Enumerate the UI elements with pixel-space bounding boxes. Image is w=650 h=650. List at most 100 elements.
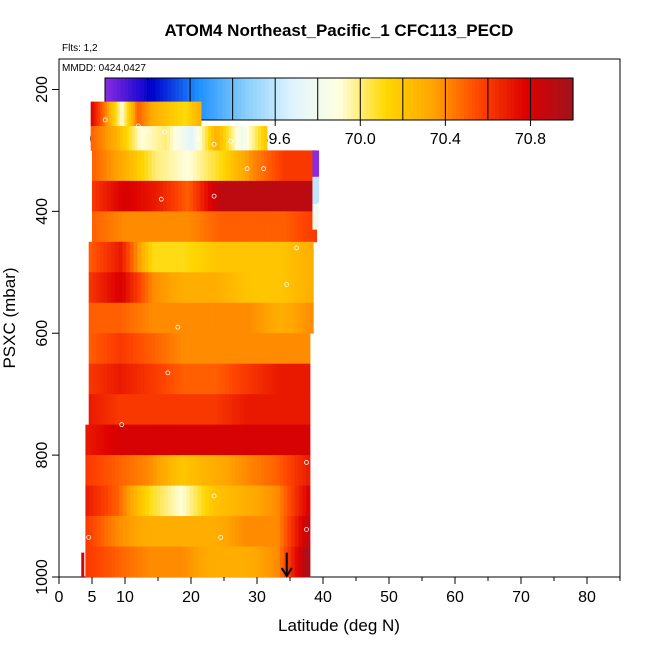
heatmap-cell	[96, 424, 101, 456]
heatmap-cell	[162, 101, 165, 127]
colorbar-segment	[147, 78, 153, 120]
heatmap-cell	[245, 302, 251, 334]
heatmap-cell	[205, 424, 210, 456]
heatmap-cell	[158, 394, 163, 426]
heatmap-cell	[185, 302, 191, 334]
heatmap-cell	[160, 455, 165, 486]
heatmap-cell	[204, 302, 209, 334]
colorbar-segment	[116, 78, 122, 120]
heatmap-cell	[204, 180, 209, 212]
heatmap-cell	[305, 302, 310, 334]
heatmap-cell	[89, 485, 94, 517]
heatmap-cell	[261, 363, 267, 395]
heatmap-cell	[163, 302, 168, 334]
heatmap-cell	[123, 101, 127, 127]
heatmap-cell	[257, 546, 262, 578]
heatmap-cell	[170, 241, 176, 273]
heatmap-cell	[276, 363, 281, 395]
heatmap-cell	[291, 363, 296, 395]
heatmap-cell	[134, 455, 139, 486]
heatmap-cell	[184, 126, 189, 151]
heatmap-cell	[267, 150, 273, 182]
sample-point	[294, 245, 300, 251]
heatmap-cell	[96, 455, 101, 486]
heatmap-cell	[172, 126, 177, 151]
heatmap-cell	[170, 150, 175, 182]
heatmap-cell	[213, 333, 219, 365]
heatmap-cell	[161, 126, 165, 151]
heatmap-cell	[153, 101, 156, 127]
heatmap-cell	[104, 485, 109, 517]
heatmap-cell	[103, 241, 108, 273]
heatmap-cell	[223, 302, 228, 334]
heatmap-cell	[111, 546, 116, 578]
heatmap-cell	[175, 424, 180, 456]
heatmap-cell	[111, 455, 116, 486]
heatmap-cell	[222, 211, 228, 243]
heatmap-cell	[175, 485, 180, 517]
heatmap-cell	[241, 150, 246, 182]
heatmap-cell	[297, 150, 303, 182]
heatmap-cell	[115, 485, 120, 517]
colorbar-segment	[456, 78, 461, 120]
heatmap-cell	[118, 394, 123, 426]
heatmap-cell	[126, 424, 131, 456]
colorbar-segment	[374, 78, 379, 120]
heatmap-cell	[177, 394, 182, 426]
heatmap-cell	[230, 302, 236, 334]
heatmap-cell	[193, 485, 199, 517]
heatmap-cell	[298, 241, 303, 273]
colorbar-segment	[225, 78, 231, 120]
heatmap-cell	[258, 363, 263, 395]
heatmap-cell	[216, 546, 221, 578]
heatmap-cell	[215, 241, 221, 273]
colorbar-segment	[440, 78, 445, 120]
heatmap-cell	[96, 302, 101, 334]
colorbar-segment	[553, 78, 558, 120]
heatmap-cell	[110, 394, 116, 426]
heatmap-cell	[306, 394, 311, 426]
heatmap-cell	[96, 546, 101, 578]
heatmap-cell	[220, 485, 225, 517]
heatmap-cell	[125, 150, 130, 182]
heatmap-cell	[312, 176, 320, 204]
heatmap-cell	[196, 211, 202, 243]
heatmap-cell	[125, 211, 130, 243]
heatmap-cell	[294, 272, 299, 304]
heatmap-cell	[231, 424, 236, 456]
heatmap-cell	[242, 272, 247, 304]
heatmap-cell	[212, 516, 217, 547]
heatmap-cell	[227, 272, 232, 304]
heatmap-cell	[258, 126, 262, 151]
colorbar-segment	[249, 78, 254, 120]
heatmap-cell	[144, 150, 149, 182]
heatmap-cell	[217, 394, 222, 426]
heatmap-cell	[216, 126, 221, 151]
heatmap-cell	[216, 455, 221, 486]
heatmap-cell	[178, 150, 183, 182]
heatmap-cell	[305, 211, 310, 243]
heatmap-cell	[96, 241, 101, 273]
heatmap-cell	[216, 516, 221, 547]
heatmap-cell	[276, 546, 281, 578]
heatmap-cell	[132, 101, 136, 127]
heatmap-cell	[133, 211, 138, 243]
colorbar-segment	[284, 78, 289, 120]
heatmap-cell	[291, 546, 296, 578]
heatmap-cell	[169, 363, 175, 395]
colorbar-segment	[194, 78, 200, 120]
heatmap-cell	[167, 455, 173, 486]
heatmap-cell	[107, 302, 112, 334]
colorbar-segment	[393, 78, 399, 120]
heatmap-cell	[264, 302, 269, 334]
heatmap-cell	[126, 272, 131, 304]
heatmap-cell	[107, 241, 112, 273]
heatmap-cell	[190, 546, 195, 578]
heatmap-cell	[312, 150, 320, 177]
colorbar-segment	[409, 78, 414, 120]
heatmap-cell	[130, 516, 135, 547]
colorbar-segment	[526, 78, 531, 120]
heatmap-cell	[178, 546, 184, 578]
heatmap-cell	[180, 394, 186, 426]
colorbar-segment	[319, 78, 324, 120]
